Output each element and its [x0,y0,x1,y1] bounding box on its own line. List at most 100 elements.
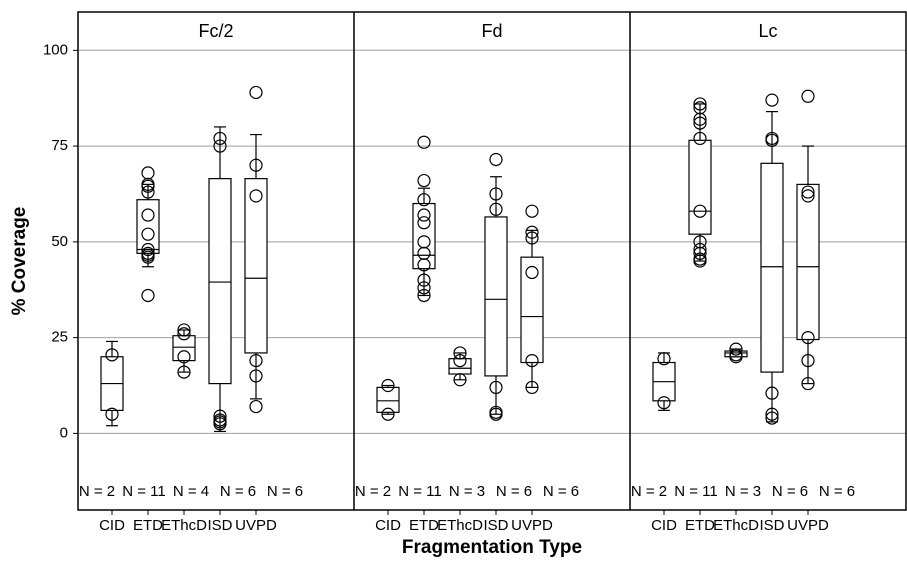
data-point [141,179,155,193]
data-point [525,265,539,280]
data-point [693,116,707,130]
data-point [249,369,263,383]
data-point [417,273,431,287]
data-point [213,409,227,423]
n-label: N = 2 [79,483,115,500]
data-point [729,342,743,356]
data-point [693,254,707,268]
box [796,183,820,341]
data-point [141,185,155,199]
box [688,139,712,235]
box [520,256,544,364]
data-point [693,246,707,260]
data-point [177,350,191,364]
n-label: N = 6 [772,483,808,500]
panel-title: Fd [481,21,502,41]
data-point [801,376,815,391]
x-tick-label: EThcD [437,517,483,534]
data-point [249,158,263,172]
panel-title: Fc/2 [198,21,233,41]
n-label: N = 2 [355,483,391,500]
data-point [765,411,779,425]
n-label: N = 3 [449,483,485,500]
x-axis-label: Fragmentation Type [402,537,582,558]
data-point [525,231,539,245]
data-point [489,380,503,395]
data-point [141,166,155,180]
data-point [249,354,263,368]
data-point [417,173,431,188]
data-point [801,331,815,345]
data-point [141,288,155,303]
data-point [729,350,743,364]
data-point [453,354,467,368]
x-tick-label: EThcD [161,517,207,534]
data-point [417,288,431,303]
n-label: N = 11 [398,483,442,500]
x-tick-label: CID [375,517,401,534]
data-point [657,396,671,410]
data-point [177,323,191,337]
data-point [381,407,395,421]
box [376,386,400,413]
box [244,178,268,354]
data-point [249,399,263,414]
data-point [249,189,263,203]
data-point [381,378,395,393]
data-point [417,281,431,295]
n-label: N = 6 [819,483,855,500]
data-point [213,139,227,153]
x-tick-label: ETD [133,517,163,534]
x-tick-label: ISD [483,517,508,534]
data-point [105,348,119,362]
box [724,350,748,358]
n-label: N = 4 [173,483,209,500]
n-label: N = 6 [220,483,256,500]
n-label: N = 6 [543,483,579,500]
y-axis-label: % Coverage [9,207,30,316]
x-tick-label: EThcD [713,517,759,534]
data-point [417,216,431,230]
data-point [657,352,671,366]
x-tick-label: UVPD [235,517,277,534]
y-tick-label: 75 [51,137,68,154]
x-tick-label: ISD [759,517,784,534]
data-point [141,208,155,222]
data-point [693,112,707,126]
panel-title: Lc [758,21,777,41]
data-point [213,417,227,431]
data-point [693,131,707,146]
data-point [249,85,263,100]
box [208,178,232,385]
n-label: N = 3 [725,483,761,500]
x-tick-label: CID [651,517,677,534]
n-label: N = 2 [631,483,667,500]
n-label: N = 11 [122,483,166,500]
data-point [141,227,155,241]
data-point [453,373,467,387]
data-point [693,97,707,111]
n-label: N = 6 [267,483,303,500]
data-point [417,258,431,272]
data-point [525,225,539,239]
data-point [177,365,191,379]
data-point [453,346,467,360]
y-tick-label: 50 [51,233,68,250]
data-point [141,250,155,264]
x-tick-label: UVPD [787,517,829,534]
data-point [693,204,707,218]
n-label: N = 11 [674,483,718,500]
data-point [765,133,779,147]
data-point [801,89,815,103]
data-point [801,354,815,368]
box [760,162,784,373]
data-point [801,189,815,203]
data-point [105,407,119,421]
x-tick-label: ETD [685,517,715,534]
data-point [489,407,503,421]
data-point [801,185,815,199]
data-point [213,131,227,146]
y-tick-label: 25 [51,329,68,346]
data-point [417,208,431,222]
